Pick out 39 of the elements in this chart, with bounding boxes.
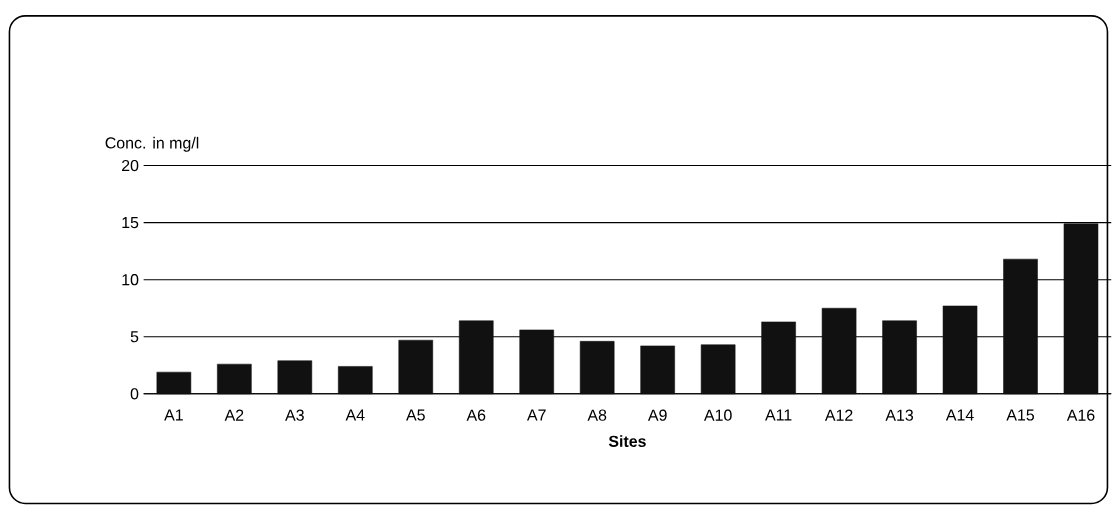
bar: [1003, 258, 1038, 395]
bar: [156, 371, 192, 395]
x-tick-label: A12: [824, 409, 853, 421]
x-tick-label: A14: [945, 409, 974, 421]
x-tick-label: A10: [703, 409, 732, 421]
x-tick-label: A11: [765, 409, 792, 421]
bar: [217, 363, 252, 395]
bar: [640, 345, 675, 395]
bar: [519, 329, 554, 395]
x-tick-label: A3: [285, 409, 304, 421]
y-tick-label: 0: [130, 388, 139, 400]
y-tick-label: 20: [122, 159, 139, 172]
x-tick-label: A2: [224, 409, 244, 421]
x-tick-label: A6: [466, 409, 486, 421]
x-tick-label: A7: [526, 409, 546, 421]
bar: [277, 360, 313, 395]
bar: [882, 320, 917, 395]
y-tick-label: 5: [130, 331, 139, 343]
bar: [761, 321, 796, 395]
x-tick-label: A15: [1006, 409, 1035, 421]
bar: [700, 344, 736, 395]
x-tick-label: A8: [587, 409, 607, 421]
bar: [579, 341, 615, 395]
x-tick-label: A4: [345, 409, 365, 421]
bar: [1063, 223, 1099, 395]
x-tick-label: A5: [406, 409, 425, 421]
bar: [338, 366, 373, 395]
x-axis-title: Sites: [608, 435, 646, 447]
bar: [458, 320, 494, 395]
bar: [821, 307, 857, 395]
y-tick-label: 10: [122, 274, 139, 286]
x-tick-label: A16: [1066, 409, 1095, 421]
y-axis-title: Conc. in mg/l: [105, 136, 199, 152]
x-tick-label: A13: [885, 409, 914, 421]
x-tick-label: A9: [647, 409, 667, 421]
bar: [942, 305, 978, 395]
y-tick-label: 15: [122, 217, 139, 229]
x-tick-label: A1: [164, 409, 183, 421]
bar: [398, 339, 434, 395]
